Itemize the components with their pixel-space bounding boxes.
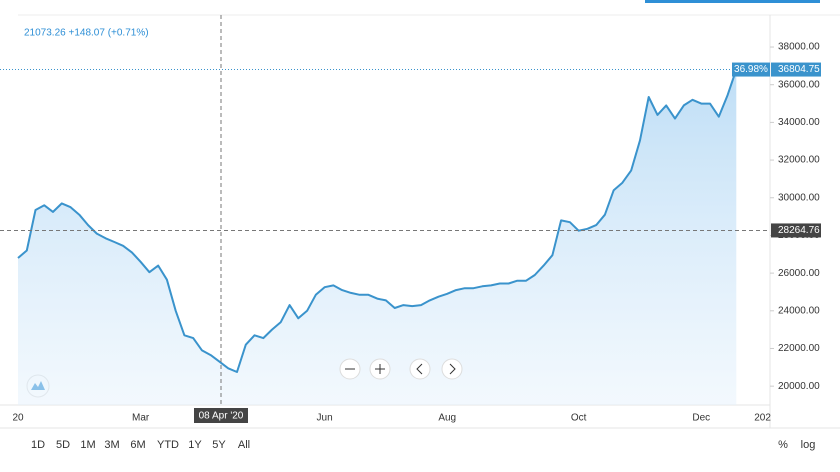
y-tick-label: 38000.00 (778, 42, 820, 53)
scroll-left[interactable] (409, 358, 431, 380)
range-button[interactable]: 3M (104, 439, 119, 451)
y-tick-label: 20000.00 (778, 381, 820, 392)
last-value-box (771, 62, 821, 77)
x-tick-label: Dec (692, 413, 710, 424)
range-button[interactable]: 5D (56, 439, 70, 451)
last-value-label: 36804.75 (778, 64, 820, 75)
range-button[interactable]: 1Y (188, 439, 202, 451)
y-tick-label: 30000.00 (778, 192, 820, 203)
change-label: 36.98% (734, 64, 768, 75)
y-tick-label: 32000.00 (778, 155, 820, 166)
scale-option[interactable]: log (801, 439, 816, 451)
scroll-right[interactable] (441, 358, 463, 380)
y-tick-label: 26000.00 (778, 268, 820, 279)
x-tick-label: Jun (317, 413, 333, 424)
top-bar (645, 0, 820, 3)
crosshair-date-box (194, 408, 248, 423)
crosshair-date: 08 Apr '20 (199, 411, 244, 422)
crosshair-price-box (771, 223, 821, 238)
y-tick-label: 24000.00 (778, 305, 820, 316)
crosshair-price: 28264.76 (778, 225, 820, 236)
change-box (732, 62, 770, 77)
x-tick-label: 20 (12, 413, 24, 424)
header: 21073.26 +148.07 (+0.71%) (24, 28, 149, 39)
x-tick-label: 202 (754, 413, 771, 424)
range-button[interactable]: YTD (157, 439, 179, 451)
x-tick-label: Mar (132, 413, 150, 424)
range-button[interactable]: 1D (31, 439, 45, 451)
icon (416, 363, 423, 375)
y-tick-label: 34000.00 (778, 117, 820, 128)
range-button[interactable]: 5Y (212, 439, 226, 451)
area (18, 69, 737, 405)
y-tick-label: 22000.00 (778, 343, 820, 354)
range-button[interactable]: 1M (80, 439, 95, 451)
scale-option[interactable]: % (778, 439, 788, 451)
y-tick-label: 36000.00 (778, 79, 820, 90)
range-button[interactable]: 6M (130, 439, 145, 451)
zoom-controls (339, 358, 463, 380)
x-tick-label: Aug (438, 413, 456, 424)
icon (449, 363, 456, 375)
range-button[interactable]: All (238, 439, 250, 451)
line (17, 69, 738, 373)
x-tick-label: Oct (571, 413, 587, 424)
